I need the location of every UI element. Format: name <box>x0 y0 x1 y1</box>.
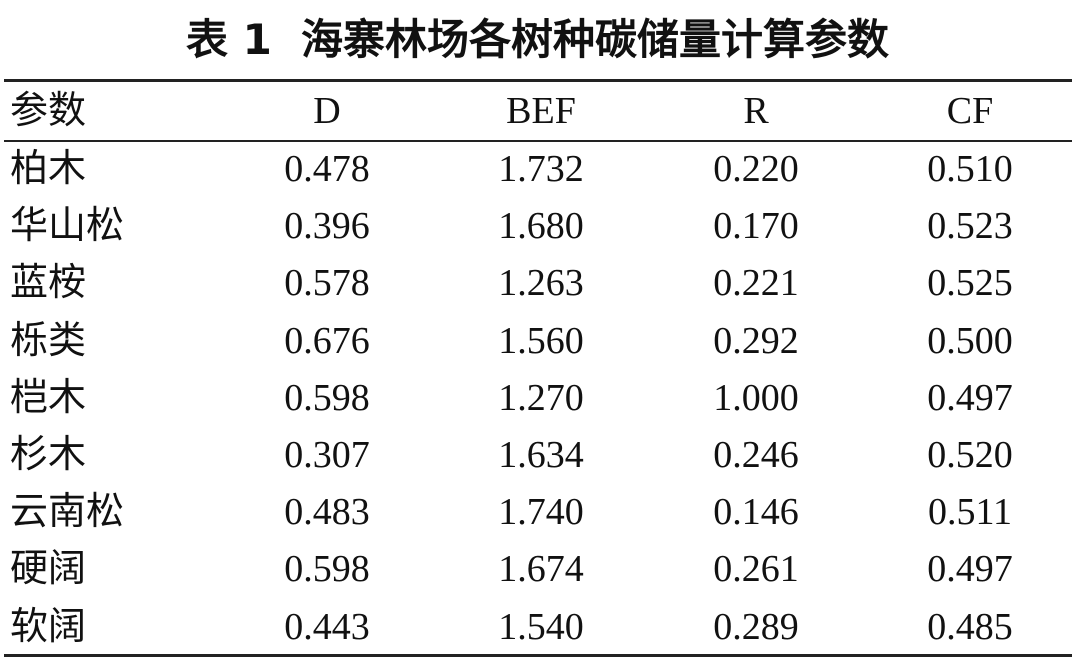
table-cell: 1.263 <box>498 262 584 305</box>
table-cell: 0.525 <box>927 262 1013 305</box>
table-cell: 0.483 <box>284 491 370 534</box>
table-cell: 0.578 <box>284 262 370 305</box>
table-cell: 0.497 <box>927 376 1013 419</box>
table-cell: 1.270 <box>498 376 584 419</box>
table-cell: 0.289 <box>713 605 799 648</box>
table-cell: 0.676 <box>284 319 370 362</box>
table-cell: 0.396 <box>284 205 370 248</box>
header-cell: R <box>743 90 769 132</box>
table-cell: 0.246 <box>713 434 799 476</box>
table-cell: 0.598 <box>284 548 370 591</box>
row-label: 华山松 <box>10 205 125 248</box>
table-cell: 0.443 <box>284 605 370 648</box>
header-cell: BEF <box>506 90 576 132</box>
header-cell: CF <box>946 90 994 132</box>
table-title: 表 1 海寨林场各树种碳储量计算参数 <box>185 15 890 64</box>
row-label: 硬阔 <box>10 548 87 591</box>
table-cell: 0.261 <box>713 548 799 591</box>
table-cell: 0.598 <box>284 376 370 419</box>
row-label: 软阔 <box>10 605 87 648</box>
table-cell: 0.511 <box>927 491 1013 534</box>
row-label: 杉木 <box>10 434 87 476</box>
table-cell: 0.497 <box>927 548 1013 591</box>
table-cell: 0.220 <box>713 148 799 190</box>
table-cell: 0.146 <box>713 491 799 534</box>
table-cell: 1.732 <box>498 148 584 190</box>
row-label: 柏木 <box>10 148 87 190</box>
table-cell: 0.485 <box>927 605 1013 648</box>
top-rule <box>4 79 1072 82</box>
table-cell: 0.307 <box>284 434 370 476</box>
bottom-rule <box>4 654 1072 657</box>
table-cell: 1.740 <box>498 491 584 534</box>
table-cell: 1.560 <box>498 319 584 362</box>
header-rule <box>4 140 1072 142</box>
table-cell: 0.221 <box>713 262 799 305</box>
header-cell: 参数 <box>10 90 87 132</box>
table-cell: 1.680 <box>498 205 584 248</box>
table-cell: 0.292 <box>713 319 799 362</box>
table-cell: 1.634 <box>498 434 584 476</box>
table-cell: 0.500 <box>927 319 1013 362</box>
table-cell: 0.510 <box>927 148 1013 190</box>
table-cell: 0.520 <box>927 434 1013 476</box>
row-label: 栎类 <box>10 319 87 362</box>
header-cell: D <box>313 90 341 132</box>
table-cell: 0.170 <box>713 205 799 248</box>
table-cell: 0.523 <box>927 205 1013 248</box>
table-cell: 0.478 <box>284 148 370 190</box>
row-label: 蓝桉 <box>10 262 87 305</box>
row-label: 云南松 <box>10 491 125 534</box>
table-cell: 1.000 <box>713 376 799 419</box>
table-cell: 1.540 <box>498 605 584 648</box>
table-cell: 1.674 <box>498 548 584 591</box>
row-label: 桤木 <box>10 376 87 419</box>
